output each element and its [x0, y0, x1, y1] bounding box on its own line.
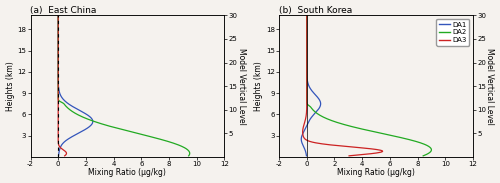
Y-axis label: Heights (km): Heights (km) [6, 61, 15, 111]
Text: (b)  South Korea: (b) South Korea [279, 5, 352, 15]
Legend: DA1, DA2, DA3: DA1, DA2, DA3 [436, 19, 470, 46]
Text: (a)  East China: (a) East China [30, 5, 97, 15]
X-axis label: Mixing Ratio (μg/kg): Mixing Ratio (μg/kg) [337, 168, 415, 178]
Y-axis label: Heights (km): Heights (km) [254, 61, 263, 111]
Y-axis label: Model Vertical Level: Model Vertical Level [237, 48, 246, 125]
X-axis label: Mixing Ratio (μg/kg): Mixing Ratio (μg/kg) [88, 168, 166, 178]
Y-axis label: Model Vertical Level: Model Vertical Level [486, 48, 494, 125]
